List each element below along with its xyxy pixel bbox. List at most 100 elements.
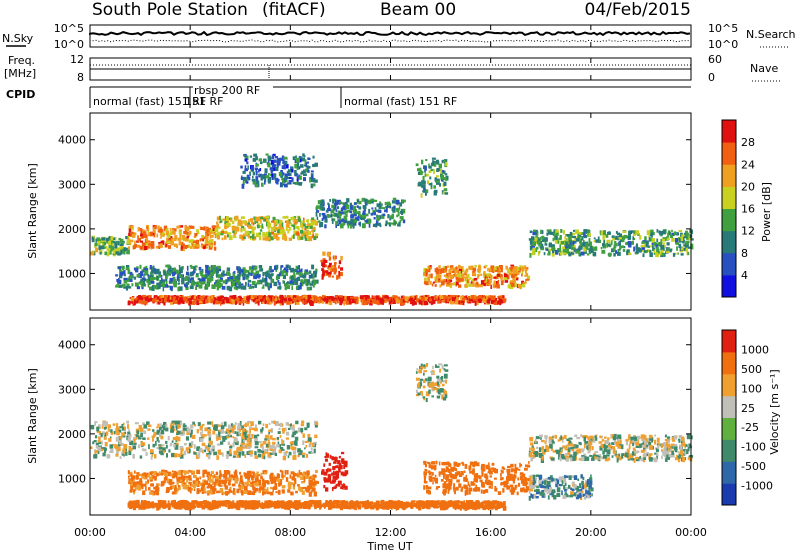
heatmap-cell (371, 207, 374, 210)
heatmap-cell (117, 280, 120, 285)
heatmap-cell (544, 243, 548, 246)
heatmap-cell (235, 286, 239, 291)
heatmap-cell (210, 245, 213, 248)
heatmap-cell (186, 271, 189, 276)
heatmap-cell (529, 452, 533, 456)
heatmap-cell (271, 280, 274, 283)
heatmap-cell (219, 279, 223, 283)
heatmap-cell (416, 377, 420, 381)
heatmap-cell (292, 483, 296, 487)
heatmap-cell (658, 241, 662, 246)
heatmap-cell (678, 229, 683, 233)
heatmap-cell (339, 201, 342, 204)
heatmap-cell (310, 179, 314, 183)
heatmap-cell (425, 391, 430, 397)
heatmap-cell (305, 281, 309, 287)
heatmap-cell (307, 297, 310, 302)
heatmap-cell (314, 273, 317, 278)
heatmap-cell (281, 423, 284, 427)
heatmap-cell (571, 448, 575, 452)
heatmap-cell (106, 454, 111, 459)
heatmap-cell (292, 274, 296, 280)
heatmap-cell (233, 216, 237, 219)
heatmap-cell (190, 282, 195, 286)
heatmap-cell (307, 166, 311, 169)
heatmap-cell (104, 441, 108, 447)
heatmap-cell (128, 228, 132, 233)
heatmap-cell (619, 245, 622, 250)
heatmap-cell (605, 234, 609, 238)
heatmap-cell (654, 452, 657, 455)
heatmap-cell (267, 442, 271, 447)
heatmap-cell (615, 441, 619, 444)
heatmap-cell (347, 296, 352, 301)
heatmap-cell (94, 450, 99, 453)
heatmap-cell (243, 236, 246, 240)
heatmap-cell (324, 218, 328, 223)
heatmap-cell (315, 280, 317, 284)
heatmap-cell (551, 251, 555, 257)
heatmap-cell (332, 198, 334, 204)
heatmap-cell (269, 452, 274, 455)
heatmap-cell (196, 231, 200, 235)
heatmap-cell (422, 175, 425, 181)
heatmap-cell (228, 235, 233, 241)
heatmap-cell (114, 241, 118, 245)
heatmap-cell (186, 450, 190, 454)
heatmap-cell (248, 224, 251, 229)
heatmap-cell (423, 379, 426, 384)
heatmap-cell (621, 453, 625, 456)
heatmap-cell (129, 239, 134, 243)
heatmap-cell (568, 239, 573, 244)
heatmap-cell (298, 269, 301, 274)
heatmap-cell (362, 212, 366, 216)
heatmap-cell (604, 436, 607, 439)
heatmap-cell (267, 173, 270, 176)
heatmap-cell (139, 281, 144, 285)
heatmap-cell (229, 295, 233, 299)
heatmap-cell (614, 240, 617, 245)
heatmap-cell (258, 441, 262, 444)
heatmap-cell (441, 170, 444, 173)
heatmap-cell (119, 271, 124, 276)
heatmap-cell (174, 420, 179, 425)
heatmap-cell (308, 236, 313, 242)
heatmap-cell (283, 156, 288, 160)
heatmap-cell (379, 201, 382, 204)
heatmap-cell (296, 157, 300, 163)
heatmap-cell (299, 488, 304, 493)
heatmap-cell (204, 246, 208, 249)
heatmap-cell (402, 219, 406, 224)
heatmap-cell (94, 435, 98, 439)
heatmap-cell (255, 232, 260, 238)
heatmap-cell (493, 276, 497, 279)
heatmap-cell (398, 221, 401, 226)
heatmap-cell (565, 234, 569, 237)
heatmap-cell (98, 441, 102, 445)
heatmap-cell (273, 446, 277, 450)
heatmap-cell (574, 236, 577, 242)
heatmap-cell (189, 264, 193, 267)
heatmap-cell (178, 453, 182, 457)
heatmap-cell (286, 301, 289, 305)
heatmap-cell (688, 235, 691, 241)
heatmap-cell (174, 453, 178, 458)
heatmap-cell (279, 294, 284, 299)
heatmap-cell (340, 267, 344, 271)
heatmap-cell (289, 280, 293, 284)
heatmap-cell (447, 265, 449, 268)
heatmap-cell (472, 282, 475, 287)
heatmap-cell (321, 261, 324, 264)
heatmap-cell (664, 455, 667, 461)
heatmap-cell (638, 249, 642, 253)
heatmap-cell (157, 300, 161, 305)
heatmap-cell (547, 253, 551, 256)
heatmap-cell (170, 429, 174, 433)
heatmap-cell (207, 240, 210, 244)
heatmap-cell (277, 276, 280, 280)
heatmap-cell (284, 183, 288, 188)
heatmap-cell (101, 440, 103, 445)
heatmap-cell (495, 300, 499, 305)
heatmap-cell (316, 216, 319, 221)
heatmap-cell (137, 227, 140, 232)
